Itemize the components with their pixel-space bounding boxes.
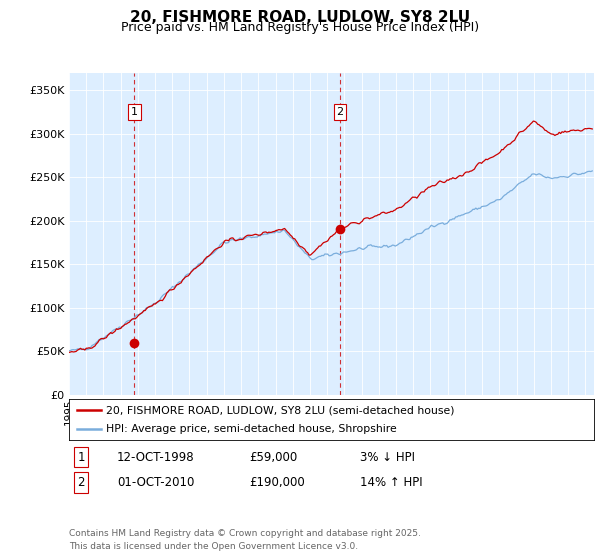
Text: 1: 1 xyxy=(77,451,85,464)
Text: 2: 2 xyxy=(77,476,85,489)
Text: 01-OCT-2010: 01-OCT-2010 xyxy=(117,476,194,489)
Text: 20, FISHMORE ROAD, LUDLOW, SY8 2LU (semi-detached house): 20, FISHMORE ROAD, LUDLOW, SY8 2LU (semi… xyxy=(106,405,454,415)
Text: 20, FISHMORE ROAD, LUDLOW, SY8 2LU: 20, FISHMORE ROAD, LUDLOW, SY8 2LU xyxy=(130,10,470,25)
Text: 3% ↓ HPI: 3% ↓ HPI xyxy=(360,451,415,464)
Text: 12-OCT-1998: 12-OCT-1998 xyxy=(117,451,194,464)
Text: This data is licensed under the Open Government Licence v3.0.: This data is licensed under the Open Gov… xyxy=(69,542,358,551)
Text: 14% ↑ HPI: 14% ↑ HPI xyxy=(360,476,422,489)
Text: HPI: Average price, semi-detached house, Shropshire: HPI: Average price, semi-detached house,… xyxy=(106,424,397,433)
Text: £59,000: £59,000 xyxy=(249,451,297,464)
Text: 1: 1 xyxy=(131,107,138,117)
Text: £190,000: £190,000 xyxy=(249,476,305,489)
Text: Price paid vs. HM Land Registry's House Price Index (HPI): Price paid vs. HM Land Registry's House … xyxy=(121,21,479,34)
Text: 2: 2 xyxy=(337,107,344,117)
Text: Contains HM Land Registry data © Crown copyright and database right 2025.: Contains HM Land Registry data © Crown c… xyxy=(69,529,421,538)
